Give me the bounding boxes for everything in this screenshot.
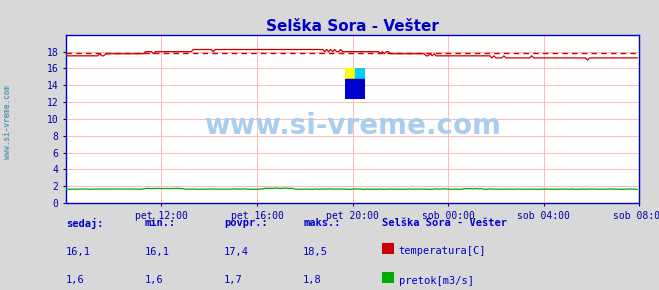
Text: 17,4: 17,4 [224, 246, 249, 256]
Text: Selška Sora - Vešter: Selška Sora - Vešter [382, 218, 507, 227]
Title: Selška Sora - Vešter: Selška Sora - Vešter [266, 19, 439, 34]
Text: www.si-vreme.com: www.si-vreme.com [3, 85, 13, 159]
Text: 1,8: 1,8 [303, 276, 322, 285]
Text: sedaj:: sedaj: [66, 218, 103, 229]
Text: www.si-vreme.com: www.si-vreme.com [204, 112, 501, 139]
Text: povpr.:: povpr.: [224, 218, 268, 227]
Text: 1,6: 1,6 [145, 276, 163, 285]
Text: 16,1: 16,1 [145, 246, 170, 256]
Text: min.:: min.: [145, 218, 176, 227]
Text: 1,7: 1,7 [224, 276, 243, 285]
Text: pretok[m3/s]: pretok[m3/s] [399, 276, 474, 285]
Text: 1,6: 1,6 [66, 276, 84, 285]
Text: 18,5: 18,5 [303, 246, 328, 256]
Text: maks.:: maks.: [303, 218, 341, 227]
Text: temperatura[C]: temperatura[C] [399, 246, 486, 256]
Text: 16,1: 16,1 [66, 246, 91, 256]
